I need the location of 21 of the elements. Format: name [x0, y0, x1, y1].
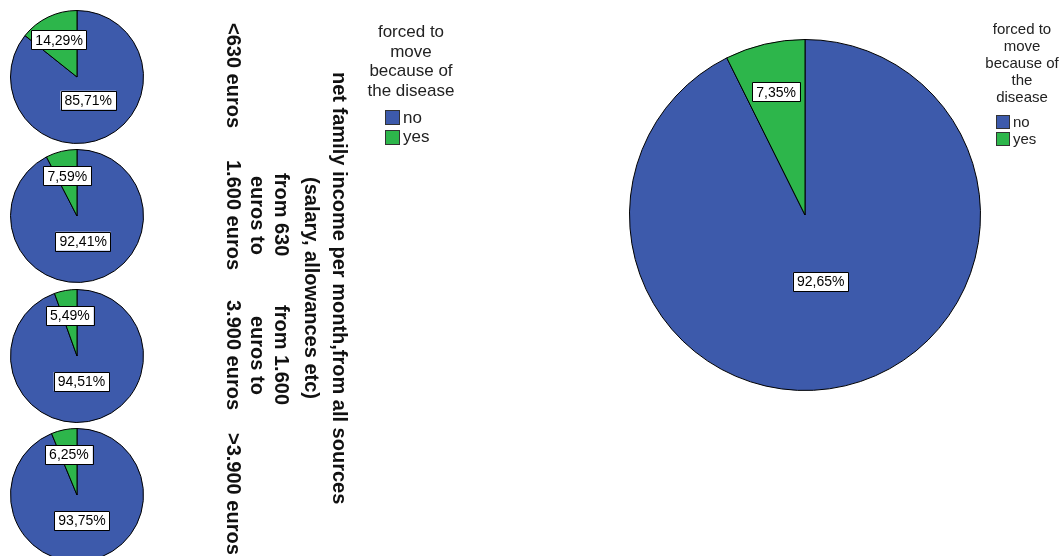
data-label: 92,65% [796, 273, 845, 290]
data-label: 7,59% [47, 167, 88, 184]
data-label: 7,35% [756, 83, 796, 100]
text: from 630 euros to 1.600 euros [222, 158, 294, 273]
legend-label: yes [403, 127, 430, 148]
text: from 1.600 euros to 3.900 euros [222, 298, 294, 413]
data-label: 94,51% [57, 373, 106, 390]
text: net family income per month,from all sources (salary, allowances etc) [300, 70, 352, 507]
text: <630 euros [222, 22, 246, 131]
data-label: 5,49% [50, 307, 90, 324]
text: >3.900 euros [222, 432, 246, 556]
legend-title: forced to move because of the disease [366, 22, 456, 100]
data-label: 85,71% [64, 92, 112, 109]
data-label: 6,25% [49, 446, 89, 463]
legend-label: no [403, 107, 422, 128]
legend-title: forced to move because of the disease [984, 20, 1060, 105]
legend-label: yes [1013, 130, 1037, 147]
data-label: 93,75% [58, 512, 106, 529]
data-label: 14,29% [35, 31, 83, 48]
legend-label: no [1013, 113, 1030, 130]
data-label: 92,41% [59, 233, 107, 250]
